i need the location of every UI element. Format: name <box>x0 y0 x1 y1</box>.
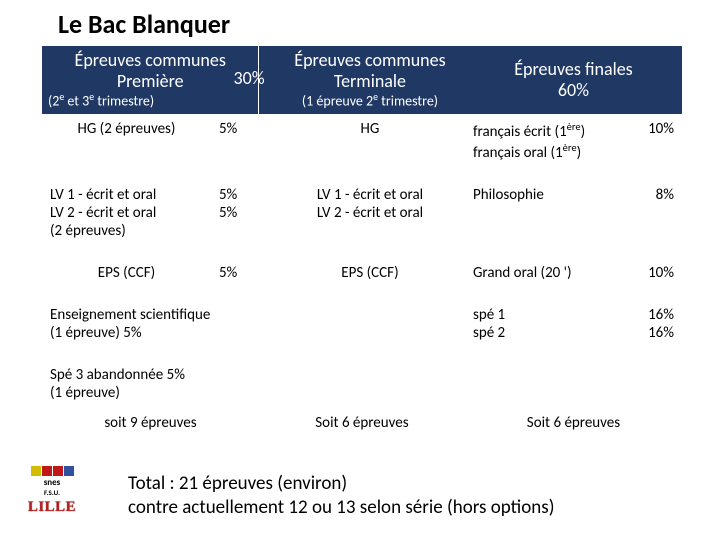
hdr-col1-main: Épreuves communes Première <box>48 50 252 91</box>
cell: HG (2 épreuves) <box>42 114 211 175</box>
cell: EPS (CCF) <box>275 253 465 295</box>
hdr-col3-pct: 60% <box>471 80 676 101</box>
cell <box>636 355 682 410</box>
logo-lille: LILLE <box>24 499 80 516</box>
cell: Spé 3 abandonnée 5% (1 épreuve) <box>42 355 259 410</box>
header-row: Épreuves communes Première (2e et 3e tri… <box>42 46 682 114</box>
cell: 5% <box>211 114 259 175</box>
table-row: LV 1 - écrit et oral LV 2 - écrit et ora… <box>42 175 682 253</box>
cell: HG <box>275 114 465 175</box>
footer-1: soit 9 épreuves <box>42 410 259 436</box>
table-row: EPS (CCF)5%EPS (CCF)Grand oral (20 ')10% <box>42 253 682 295</box>
cell <box>259 295 275 355</box>
cell: Grand oral (20 ') <box>465 253 636 295</box>
total-text: Total : 21 épreuves (environ) contre act… <box>128 472 554 520</box>
table-row: Enseignement scientifique (1 épreuve) 5%… <box>42 295 682 355</box>
cell: 5% <box>211 253 259 295</box>
logo-squares <box>24 466 80 476</box>
table-row: Spé 3 abandonnée 5% (1 épreuve) <box>42 355 682 410</box>
cell: 8% <box>636 175 682 253</box>
logo-text-2: F.S.U. <box>24 488 80 497</box>
cell <box>259 114 275 175</box>
cell <box>259 253 275 295</box>
cell: français écrit (1ère)français oral (1ère… <box>465 114 636 175</box>
hdr-col2-main: Épreuves communes Terminale <box>281 50 459 91</box>
table-row: HG (2 épreuves)5% HGfrançais écrit (1ère)… <box>42 114 682 175</box>
cell: LV 1 - écrit et oral LV 2 - écrit et ora… <box>42 175 211 253</box>
cell: Philosophie <box>465 175 636 253</box>
cell: 10% <box>636 114 682 175</box>
page-title: Le Bac Blanquer <box>0 0 720 46</box>
logo-text-1: snes <box>24 477 80 488</box>
logo-sq-1 <box>31 466 41 476</box>
footer-3: Soit 6 épreuves <box>465 410 682 436</box>
logo-sq-4 <box>64 466 74 476</box>
cell <box>259 175 275 253</box>
logo: snes F.S.U. LILLE <box>24 466 80 516</box>
cell: EPS (CCF) <box>42 253 211 295</box>
hdr-mid-pct: 30% <box>233 68 264 89</box>
hdr-col1-sub: (2e et 3e trimestre) <box>48 91 252 110</box>
cell: LV 1 - écrit et oral LV 2 - écrit et ora… <box>275 175 465 253</box>
cell: 10% <box>636 253 682 295</box>
cell <box>275 355 465 410</box>
cell: spé 1spé 2 <box>465 295 636 355</box>
bac-table: Épreuves communes Première (2e et 3e tri… <box>42 46 682 436</box>
cell <box>259 355 275 410</box>
cell: Enseignement scientifique (1 épreuve) 5% <box>42 295 259 355</box>
cell: 5% 5% <box>211 175 259 253</box>
hdr-col2-sub: (1 épreuve 2e trimestre) <box>281 91 459 110</box>
cell <box>465 355 636 410</box>
logo-sq-2 <box>42 466 52 476</box>
footer-row: soit 9 épreuves Soit 6 épreuves Soit 6 é… <box>42 410 682 436</box>
logo-sq-3 <box>53 466 63 476</box>
cell <box>275 295 465 355</box>
cell: 16% 16% <box>636 295 682 355</box>
hdr-col3-main: Épreuves finales <box>471 59 676 80</box>
footer-2: Soit 6 épreuves <box>259 410 465 436</box>
